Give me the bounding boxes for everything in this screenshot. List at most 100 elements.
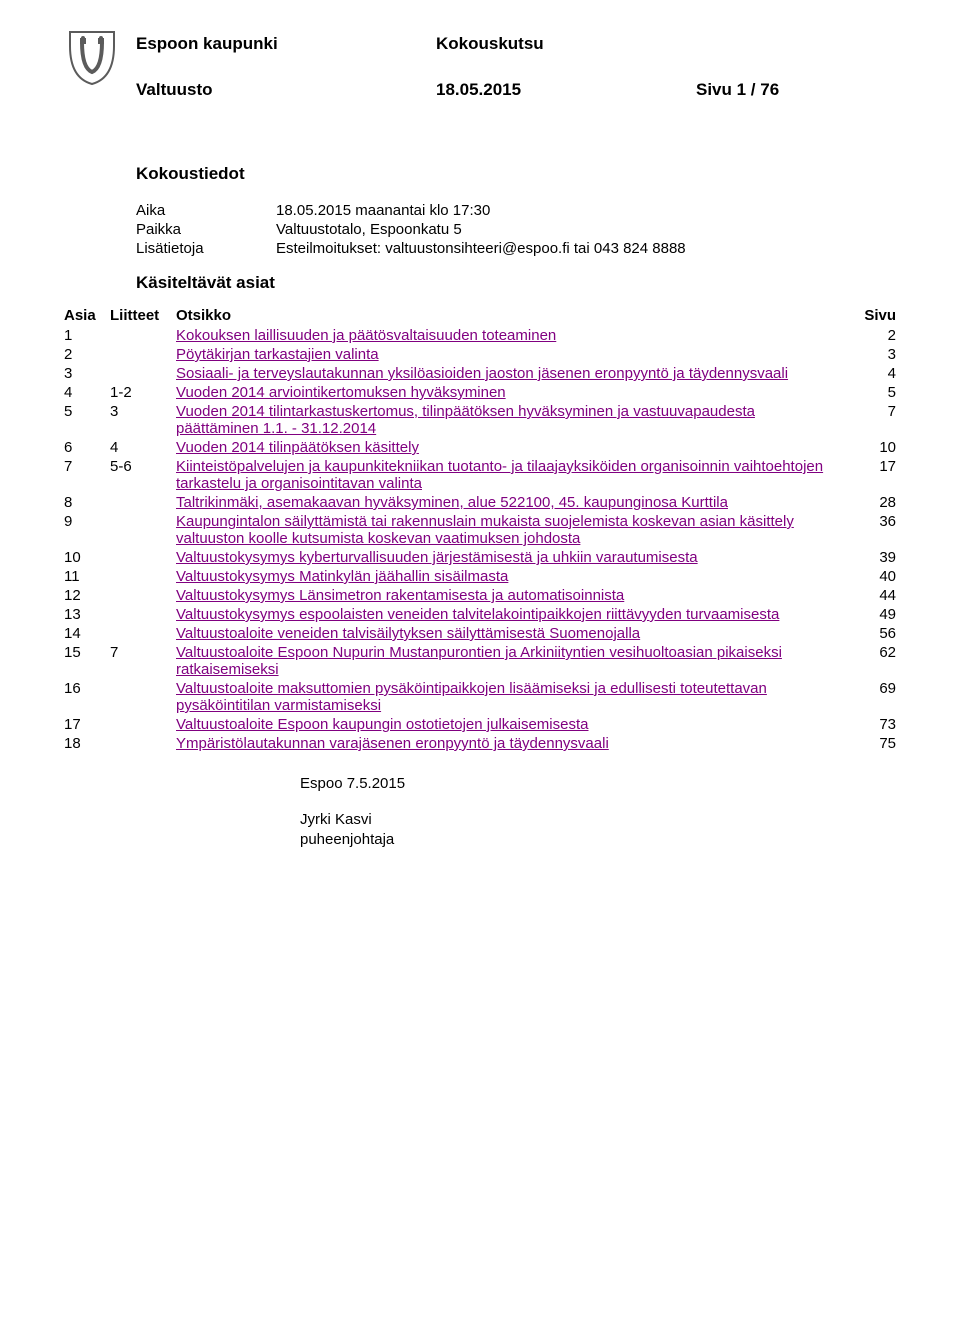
agenda-title-link[interactable]: Valtuustokysymys kyberturvallisuuden jär…	[176, 549, 698, 566]
agenda-row: 17 Valtuustoaloite Espoon kaupungin ostot…	[60, 715, 900, 734]
agenda-title-link[interactable]: Vuoden 2014 tilinpäätöksen käsittely	[176, 439, 419, 456]
agenda-row: 18 Ympäristölautakunnan varajäsenen eronp…	[60, 734, 900, 753]
agenda-title-link[interactable]: Vuoden 2014 tilintarkastuskertomus, tili…	[176, 403, 755, 437]
time-value: 18.05.2015 maanantai klo 17:30	[276, 202, 490, 219]
agenda-title-cell: Vuoden 2014 arviointikertomuksen hyväksy…	[172, 383, 844, 402]
agenda-row: 12Valtuustokysymys Länsimetron rakentami…	[60, 586, 900, 605]
agenda-title-cell: Taltrikinmäki, asemakaavan hyväksyminen,…	[172, 493, 844, 512]
agenda-page: 62	[844, 643, 900, 679]
agenda-page: 69	[844, 679, 900, 715]
agenda-title-cell: Vuoden 2014 tilintarkastuskertomus, tili…	[172, 402, 844, 438]
agenda-title-link[interactable]: Valtuustoaloite maksuttomien pysäköintip…	[176, 680, 767, 714]
agenda-page: 75	[844, 734, 900, 753]
agenda-num: 8	[60, 493, 106, 512]
agenda-attachments	[106, 586, 172, 605]
agenda-title-cell: Valtuustoaloite maksuttomien pysäköintip…	[172, 679, 844, 715]
agenda-num: 3	[60, 364, 106, 383]
agenda-attachments: 3	[106, 402, 172, 438]
agenda-title-cell: Kaupungintalon säilyttämistä tai rakennu…	[172, 512, 844, 548]
agenda-title-cell: Valtuustoaloite Espoon Nupurin Mustanpur…	[172, 643, 844, 679]
agenda-num: 14	[60, 624, 106, 643]
agenda-page: 10	[844, 438, 900, 457]
agenda-page: 56	[844, 624, 900, 643]
agenda-page: 39	[844, 548, 900, 567]
agenda-row: 3 Sosiaali- ja terveyslautakunnan yksilöa…	[60, 364, 900, 383]
agenda-page: 73	[844, 715, 900, 734]
agenda-title-link[interactable]: Valtuustokysymys Länsimetron rakentamise…	[176, 587, 624, 604]
agenda-attachments	[106, 548, 172, 567]
meeting-info: Aika 18.05.2015 maanantai klo 17:30 Paik…	[136, 202, 900, 257]
agenda-num: 6	[60, 438, 106, 457]
header-doc-type: Kokouskutsu	[436, 34, 544, 54]
agenda-row: 2Pöytäkirjan tarkastajien valinta3	[60, 345, 900, 364]
agenda-attachments: 7	[106, 643, 172, 679]
agenda-num: 11	[60, 567, 106, 586]
agenda-page: 4	[844, 364, 900, 383]
agenda-num: 13	[60, 605, 106, 624]
agenda-attachments: 1-2	[106, 383, 172, 402]
agenda-row: 8 Taltrikinmäki, asemakaavan hyväksyminen…	[60, 493, 900, 512]
agenda-title-link[interactable]: Sosiaali- ja terveyslautakunnan yksilöas…	[176, 365, 788, 382]
agenda-title-link[interactable]: Vuoden 2014 arviointikertomuksen hyväksy…	[176, 384, 506, 401]
agenda-row: 41-2Vuoden 2014 arviointikertomuksen hyv…	[60, 383, 900, 402]
col-page: Sivu	[844, 305, 900, 326]
agenda-attachments	[106, 734, 172, 753]
col-att: Liitteet	[106, 305, 172, 326]
agenda-num: 10	[60, 548, 106, 567]
agenda-title-link[interactable]: Valtuustokysymys Matinkylän jäähallin si…	[176, 568, 508, 585]
agenda-title-link[interactable]: Valtuustokysymys espoolaisten veneiden t…	[176, 606, 779, 623]
agenda-row: 53Vuoden 2014 tilintarkastuskertomus, ti…	[60, 402, 900, 438]
agenda-attachments	[106, 624, 172, 643]
agenda-attachments	[106, 364, 172, 383]
agenda-title-link[interactable]: Valtuustoaloite veneiden talvisäilytykse…	[176, 625, 640, 642]
header-org: Espoon kaupunki	[136, 34, 436, 54]
agenda-title-link[interactable]: Valtuustoaloite Espoon Nupurin Mustanpur…	[176, 644, 782, 678]
agenda-title-link[interactable]: Ympäristölautakunnan varajäsenen eronpyy…	[176, 735, 609, 752]
agenda-page: 2	[844, 326, 900, 345]
handled-title: Käsiteltävät asiat	[136, 273, 900, 293]
header-page-info: Sivu 1 / 76	[696, 80, 779, 100]
agenda-page: 49	[844, 605, 900, 624]
agenda-num: 15	[60, 643, 106, 679]
agenda-title-link[interactable]: Kaupungintalon säilyttämistä tai rakennu…	[176, 513, 794, 547]
agenda-table: Asia Liitteet Otsikko Sivu 1Kokouksen la…	[60, 305, 900, 753]
extra-value: Esteilmoitukset: valtuustonsihteeri@espo…	[276, 240, 900, 257]
agenda-page: 40	[844, 567, 900, 586]
footer-signer-title: puheenjohtaja	[300, 830, 900, 850]
agenda-row: 13 Valtuustokysymys espoolaisten veneiden…	[60, 605, 900, 624]
agenda-title-cell: Kokouksen laillisuuden ja päätösvaltaisu…	[172, 326, 844, 345]
agenda-title-link[interactable]: Kiinteistöpalvelujen ja kaupunkitekniika…	[176, 458, 823, 492]
agenda-title-cell: Ympäristölautakunnan varajäsenen eronpyy…	[172, 734, 844, 753]
agenda-title-link[interactable]: Kokouksen laillisuuden ja päätösvaltaisu…	[176, 327, 556, 344]
agenda-row: 9Kaupungintalon säilyttämistä tai rakenn…	[60, 512, 900, 548]
agenda-num: 18	[60, 734, 106, 753]
agenda-title-cell: Valtuustokysymys kyberturvallisuuden jär…	[172, 548, 844, 567]
footer-signer-name: Jyrki Kasvi	[300, 810, 900, 830]
agenda-row: 64Vuoden 2014 tilinpäätöksen käsittely10	[60, 438, 900, 457]
agenda-row: 157Valtuustoaloite Espoon Nupurin Mustan…	[60, 643, 900, 679]
agenda-attachments: 5-6	[106, 457, 172, 493]
agenda-page: 17	[844, 457, 900, 493]
place-label: Paikka	[136, 221, 276, 238]
agenda-title-cell: Valtuustokysymys espoolaisten veneiden t…	[172, 605, 844, 624]
footer-place-date: Espoo 7.5.2015	[300, 775, 900, 792]
agenda-page: 7	[844, 402, 900, 438]
agenda-title-link[interactable]: Taltrikinmäki, asemakaavan hyväksyminen,…	[176, 494, 728, 511]
agenda-num: 2	[60, 345, 106, 364]
agenda-attachments	[106, 715, 172, 734]
meeting-info-title: Kokoustiedot	[136, 164, 900, 184]
agenda-num: 4	[60, 383, 106, 402]
col-title: Otsikko	[172, 305, 844, 326]
place-value: Valtuustotalo, Espoonkatu 5	[276, 221, 462, 238]
agenda-page: 28	[844, 493, 900, 512]
agenda-title-cell: Valtuustokysymys Länsimetron rakentamise…	[172, 586, 844, 605]
header-body: Valtuusto	[136, 80, 436, 100]
header-date: 18.05.2015	[436, 80, 696, 100]
agenda-attachments	[106, 326, 172, 345]
agenda-title-link[interactable]: Pöytäkirjan tarkastajien valinta	[176, 346, 379, 363]
agenda-title-link[interactable]: Valtuustoaloite Espoon kaupungin ostotie…	[176, 716, 589, 733]
agenda-row: 16Valtuustoaloite maksuttomien pysäköint…	[60, 679, 900, 715]
agenda-page: 44	[844, 586, 900, 605]
agenda-num: 17	[60, 715, 106, 734]
agenda-page: 5	[844, 383, 900, 402]
